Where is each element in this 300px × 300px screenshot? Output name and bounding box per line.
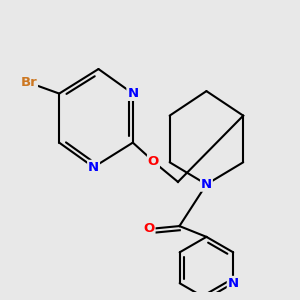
Text: N: N [228,277,239,290]
Text: O: O [148,155,159,168]
Text: O: O [143,222,155,235]
Text: N: N [201,178,212,191]
Text: N: N [88,161,99,174]
Text: Br: Br [20,76,37,89]
Text: N: N [127,87,138,100]
